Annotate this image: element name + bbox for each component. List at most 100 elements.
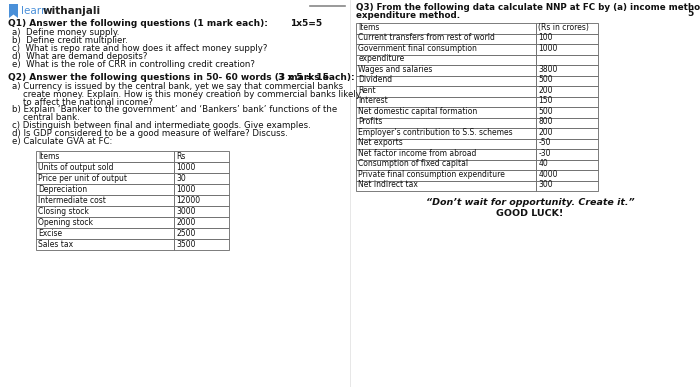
Text: d)  What are demand deposits?: d) What are demand deposits? (12, 52, 148, 61)
Text: Excise: Excise (38, 229, 62, 238)
Text: Consumption of fixed capital: Consumption of fixed capital (358, 159, 468, 168)
Text: Current transfers from rest of world: Current transfers from rest of world (358, 33, 496, 42)
Text: Net exports: Net exports (358, 138, 403, 147)
Bar (174, 173, 229, 184)
Text: to affect the national income?: to affect the national income? (12, 98, 153, 106)
Bar (36, 195, 174, 206)
Bar (36, 173, 174, 184)
Bar (356, 86, 536, 96)
Text: GOOD LUCK!: GOOD LUCK! (496, 209, 564, 218)
Text: a)  Define money supply.: a) Define money supply. (12, 28, 120, 37)
Text: Net indirect tax: Net indirect tax (358, 180, 419, 189)
Text: Q1) Answer the following questions (1 mark each):: Q1) Answer the following questions (1 ma… (8, 19, 268, 28)
Text: 200: 200 (538, 86, 553, 95)
Text: learn: learn (21, 6, 48, 16)
Text: Interest: Interest (358, 96, 389, 105)
Bar (174, 163, 229, 173)
Text: 300: 300 (538, 180, 553, 189)
Text: 30: 30 (176, 173, 186, 183)
Text: 1000: 1000 (176, 163, 196, 171)
Text: 100: 100 (538, 33, 553, 42)
Text: 4000: 4000 (538, 170, 558, 179)
Bar (356, 118, 536, 128)
Text: 800: 800 (538, 117, 553, 126)
Text: 3500: 3500 (176, 240, 196, 248)
Text: 2000: 2000 (176, 217, 196, 226)
Text: Dividend: Dividend (358, 75, 393, 84)
Text: 3 x 5 = 15: 3 x 5 = 15 (278, 73, 329, 82)
Bar (36, 206, 174, 217)
Text: -30: -30 (538, 149, 551, 158)
Bar (356, 107, 536, 118)
Text: 1000: 1000 (176, 185, 196, 194)
Text: Items: Items (358, 23, 380, 32)
Text: 150: 150 (538, 96, 553, 105)
Bar (356, 159, 536, 170)
Bar (536, 170, 598, 180)
Text: a) Currency is issued by the central bank, yet we say that commercial banks: a) Currency is issued by the central ban… (12, 82, 343, 91)
Bar (356, 170, 536, 180)
Bar (536, 75, 598, 86)
Text: 2500: 2500 (176, 229, 196, 238)
Text: e) Calculate GVA at FC:: e) Calculate GVA at FC: (12, 137, 113, 146)
Bar (356, 34, 536, 44)
Bar (36, 184, 174, 195)
Text: 500: 500 (538, 107, 553, 116)
Text: central bank.: central bank. (12, 113, 80, 122)
Bar (36, 228, 174, 240)
Text: Opening stock: Opening stock (38, 217, 94, 226)
Text: 40: 40 (538, 159, 548, 168)
Bar (174, 184, 229, 195)
Text: Q3) From the following data calculate NNP at FC by (a) income method and  (b): Q3) From the following data calculate NN… (356, 3, 700, 12)
Text: Closing stock: Closing stock (38, 207, 90, 216)
Text: c) Distinguish between final and intermediate goods. Give examples.: c) Distinguish between final and interme… (12, 121, 311, 130)
Bar (536, 23, 598, 34)
Text: “Don’t wait for opportunity. Create it.”: “Don’t wait for opportunity. Create it.” (426, 198, 634, 207)
Bar (174, 228, 229, 240)
Text: Rs: Rs (176, 152, 186, 161)
Bar (356, 44, 536, 55)
Bar (536, 96, 598, 107)
Bar (356, 149, 536, 159)
Bar (174, 240, 229, 250)
Text: c)  What is repo rate and how does it affect money supply?: c) What is repo rate and how does it aff… (12, 44, 267, 53)
Bar (536, 139, 598, 149)
Text: Private final consumption expenditure: Private final consumption expenditure (358, 170, 505, 179)
Text: 500: 500 (538, 75, 553, 84)
Bar (36, 163, 174, 173)
Text: Q2) Answer the following questions in 50- 60 words (3 marks each):: Q2) Answer the following questions in 50… (8, 73, 355, 82)
Text: e)  What is the role of CRR in controlling credit creation?: e) What is the role of CRR in controllin… (12, 60, 255, 69)
Bar (356, 75, 536, 86)
Text: Rent: Rent (358, 86, 376, 95)
Bar (536, 159, 598, 170)
Bar (536, 65, 598, 75)
Bar (536, 107, 598, 118)
Text: create money. Explain. How is this money creation by commercial banks likely: create money. Explain. How is this money… (12, 90, 361, 99)
Text: Depreciation: Depreciation (38, 185, 88, 194)
Bar (536, 55, 598, 65)
Text: Price per unit of output: Price per unit of output (38, 173, 127, 183)
Bar (356, 96, 536, 107)
Bar (356, 180, 536, 191)
Text: -50: -50 (538, 138, 551, 147)
Text: 200: 200 (538, 128, 553, 137)
Text: Wages and salaries: Wages and salaries (358, 65, 433, 74)
Text: Net domestic capital formation: Net domestic capital formation (358, 107, 477, 116)
Text: 3800: 3800 (538, 65, 558, 74)
Text: Sales tax: Sales tax (38, 240, 74, 248)
Text: 5: 5 (687, 9, 694, 18)
Bar (36, 240, 174, 250)
Bar (356, 23, 536, 34)
Bar (174, 217, 229, 228)
Text: Profits: Profits (358, 117, 383, 126)
Bar (174, 195, 229, 206)
Bar (356, 139, 536, 149)
Text: expenditure method.: expenditure method. (356, 11, 460, 20)
Text: b)  Define credit multiplier.: b) Define credit multiplier. (12, 36, 127, 45)
Bar (36, 217, 174, 228)
Bar (536, 44, 598, 55)
Text: 1x5=5: 1x5=5 (290, 19, 322, 28)
Text: b) Explain ‘Banker to the government’ and ‘Bankers’ bank’ functions of the: b) Explain ‘Banker to the government’ an… (12, 105, 337, 115)
Text: d) Is GDP considered to be a good measure of welfare? Discuss.: d) Is GDP considered to be a good measur… (12, 129, 288, 138)
Bar (536, 118, 598, 128)
